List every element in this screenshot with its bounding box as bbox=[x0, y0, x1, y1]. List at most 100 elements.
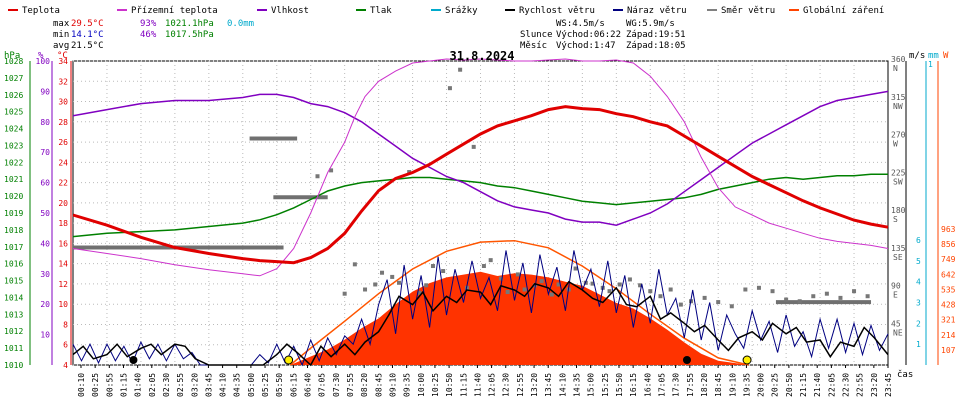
wind-direction-point bbox=[352, 262, 357, 267]
wind-direction-point bbox=[441, 269, 446, 274]
temperature-tick-label: 16 bbox=[58, 239, 68, 248]
stats-min-label: min bbox=[53, 30, 69, 40]
x-tick-label: 10:25 bbox=[431, 373, 440, 397]
x-tick-label: 03:20 bbox=[190, 373, 199, 397]
wind-direction-point bbox=[784, 297, 789, 302]
x-tick-label: 03:45 bbox=[204, 373, 213, 397]
x-tick-label: 19:35 bbox=[742, 373, 751, 397]
wind-direction-point bbox=[397, 280, 401, 285]
wind-direction-point bbox=[627, 277, 632, 282]
x-tick-label: 20:50 bbox=[785, 373, 794, 397]
x-tick-label: 12:55 bbox=[516, 373, 525, 397]
header: 31.8.2024 čas max 29.5°C 93% 1021.1hPa 0… bbox=[4, 19, 949, 380]
axis-unit-pressure: hPa bbox=[4, 51, 20, 61]
humidity-tick-label: 70 bbox=[40, 148, 50, 157]
x-tick-label: 15:50 bbox=[615, 373, 624, 397]
wind-direction-compass-label: W bbox=[893, 140, 898, 149]
wind-direction-point bbox=[458, 67, 463, 72]
wind-direction-compass-label: SW bbox=[893, 177, 903, 186]
x-tick-label: 13:45 bbox=[544, 373, 553, 397]
x-tick-label: 14:10 bbox=[558, 373, 567, 397]
x-tick-label: 10:00 bbox=[417, 373, 426, 397]
radiation-tick-label: 214 bbox=[941, 331, 956, 340]
pressure-tick-label: 1014 bbox=[4, 293, 23, 302]
wind-direction-compass-label: NW bbox=[893, 102, 903, 111]
temperature-tick-label: 10 bbox=[58, 300, 68, 309]
x-tick-label: 18:45 bbox=[714, 373, 723, 397]
x-tick-label: 16:40 bbox=[643, 373, 652, 397]
x-tick-label: 14:35 bbox=[573, 373, 582, 397]
wind-direction-point bbox=[481, 264, 486, 269]
pressure-tick-label: 1021 bbox=[4, 175, 23, 184]
wind-direction-point bbox=[678, 302, 683, 307]
temperature-tick-label: 20 bbox=[58, 199, 68, 208]
pressure-tick-label: 1023 bbox=[4, 141, 23, 150]
x-tick-label: 20:00 bbox=[757, 373, 766, 397]
radiation-tick-label: 963 bbox=[941, 225, 956, 234]
chart-title: 31.8.2024 bbox=[449, 49, 514, 63]
wind-direction-point bbox=[498, 276, 503, 281]
stats-max-label: max bbox=[53, 19, 70, 29]
stats-max-hum: 93% bbox=[140, 19, 157, 29]
humidity-tick-label: 50 bbox=[40, 209, 50, 218]
axis-unit-rain: mm bbox=[928, 51, 939, 61]
temperature-tick-label: 18 bbox=[58, 219, 68, 228]
wind-direction-tick-label: 225 bbox=[891, 168, 906, 177]
wind-direction-point bbox=[797, 299, 802, 304]
stats-max-press: 1021.1hPa bbox=[165, 19, 214, 29]
pressure-tick-label: 1022 bbox=[4, 158, 23, 167]
wind-direction-compass-label: SE bbox=[893, 253, 903, 262]
wind-direction-point bbox=[549, 292, 554, 297]
x-tick-label: 00:10 bbox=[77, 373, 86, 397]
axis-unit-humidity: % bbox=[38, 51, 44, 61]
pressure-tick-label: 1019 bbox=[4, 209, 23, 218]
x-tick-label: 04:35 bbox=[233, 373, 242, 397]
wind-direction-point bbox=[539, 279, 544, 284]
wind-direction-point bbox=[770, 289, 775, 294]
x-tick-label: 07:55 bbox=[346, 373, 355, 397]
temperature-tick-label: 8 bbox=[63, 320, 68, 329]
humidity-tick-label: 80 bbox=[40, 118, 50, 127]
wind-speed-tick-label: 2 bbox=[916, 319, 921, 328]
temperature-tick-label: 26 bbox=[58, 138, 68, 147]
x-tick-label: 15:25 bbox=[601, 373, 610, 397]
pressure-tick-label: 1015 bbox=[4, 277, 23, 286]
x-tick-label: 00:25 bbox=[91, 373, 100, 397]
humidity-tick-label: 100 bbox=[36, 57, 51, 66]
wind-speed-tick-label: 5 bbox=[916, 257, 921, 266]
temperature-tick-label: 14 bbox=[58, 260, 68, 269]
axis-unit-radiation: W bbox=[943, 51, 949, 61]
rain-tick-label: 1 bbox=[928, 60, 933, 69]
wind-direction-point bbox=[407, 170, 412, 175]
wind-direction-compass-label: S bbox=[893, 215, 898, 224]
x-tick-label: 20:25 bbox=[771, 373, 780, 397]
legend: Teplota Přízemní teplota Vlhkost Tlak Srážky… bbox=[8, 6, 884, 16]
x-tick-label: 12:30 bbox=[502, 373, 511, 397]
wind-direction-point bbox=[522, 287, 527, 292]
radiation-tick-label: 428 bbox=[941, 301, 956, 310]
x-tick-label: 07:30 bbox=[332, 373, 341, 397]
wind-direction-tick-label: 45 bbox=[891, 319, 901, 328]
stats-moon-rise: Východ:1:47 bbox=[556, 41, 616, 51]
moon-marker bbox=[129, 356, 138, 364]
wind-direction-point bbox=[702, 295, 707, 300]
axis-unit-wind: m/s bbox=[909, 51, 925, 61]
wind-direction-point bbox=[417, 290, 422, 295]
pressure-tick-label: 1011 bbox=[4, 344, 23, 353]
temperature-tick-label: 32 bbox=[58, 77, 68, 86]
temperature-tick-label: 30 bbox=[58, 98, 68, 107]
wind-direction-point bbox=[824, 291, 829, 296]
stats-ws: WS:4.5m/s bbox=[556, 19, 605, 29]
solar-radiation-clear-sky-line bbox=[289, 239, 749, 366]
wind-direction-point bbox=[756, 285, 761, 290]
x-tick-label: 05:25 bbox=[261, 373, 270, 397]
pressure-tick-label: 1017 bbox=[4, 243, 23, 252]
wind-direction-point bbox=[811, 294, 816, 299]
wind-direction-point bbox=[505, 290, 510, 295]
legend-label: Rychlost větru bbox=[519, 6, 595, 16]
wind-direction-point bbox=[852, 289, 857, 294]
wind-direction-point bbox=[729, 304, 734, 309]
wind-direction-compass-label: NE bbox=[893, 328, 903, 337]
stats-moon-label: Měsíc bbox=[520, 41, 547, 51]
